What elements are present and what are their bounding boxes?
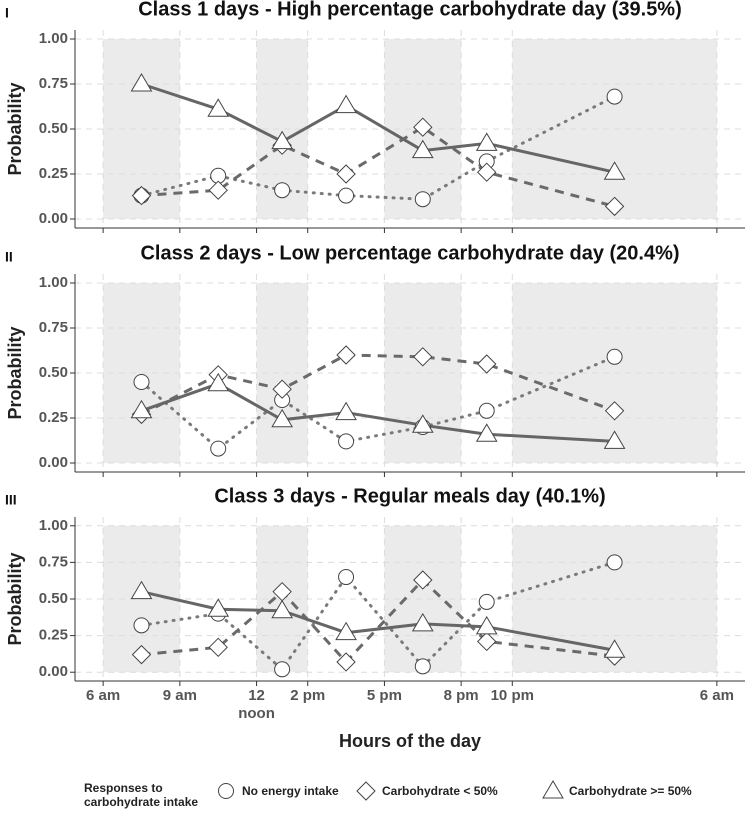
x-tick-label: 8 pm — [443, 687, 479, 704]
point — [603, 639, 626, 658]
y-tick-label: 1.00 — [39, 274, 68, 291]
y-tick-label: 0.75 — [39, 75, 68, 92]
point — [272, 379, 292, 399]
point — [207, 98, 230, 117]
legend-title: Responses to — [84, 781, 163, 795]
x-tick-label: 9 am — [162, 687, 197, 704]
legend-marker — [218, 783, 234, 799]
point — [606, 88, 623, 105]
point — [603, 430, 626, 449]
x-axis-title: Hours of the day — [339, 731, 481, 751]
point — [131, 644, 152, 665]
point — [411, 139, 434, 159]
y-tick-label: 1.00 — [39, 30, 68, 47]
point — [603, 161, 626, 180]
y-axis-title: Probability — [5, 82, 25, 175]
point — [411, 612, 434, 632]
point — [606, 348, 623, 365]
x-tick-label: 10 pm — [490, 687, 534, 704]
point — [478, 593, 495, 610]
panel-label: II — [5, 249, 13, 265]
point — [210, 440, 227, 457]
y-tick-label: 0.75 — [39, 319, 68, 336]
point — [271, 408, 294, 428]
point — [130, 580, 153, 600]
point — [208, 637, 228, 658]
point — [338, 433, 355, 450]
y-tick-label: 0.25 — [39, 165, 68, 182]
point — [336, 652, 356, 672]
point — [604, 401, 625, 421]
panel-label: I — [5, 5, 9, 21]
point — [335, 94, 357, 114]
point — [336, 345, 356, 365]
legend-marker — [542, 780, 564, 799]
point — [604, 196, 625, 217]
point — [207, 598, 230, 617]
point — [338, 187, 355, 204]
point — [413, 117, 433, 137]
x-tick-label: 5 pm — [366, 687, 402, 704]
x-tick-label: 6 am — [699, 687, 734, 704]
y-tick-label: 0.00 — [39, 210, 68, 227]
y-tick-label: 0.25 — [39, 627, 68, 644]
point — [414, 191, 431, 208]
legend-label: Carbohydrate < 50% — [382, 784, 498, 798]
point — [414, 658, 431, 675]
point — [335, 621, 357, 641]
point — [207, 372, 230, 392]
y-tick-label: 0.75 — [39, 553, 68, 570]
legend-label: Carbohydrate >= 50% — [569, 784, 692, 798]
legend-title: carbohydrate intake — [84, 795, 198, 809]
point — [606, 554, 623, 571]
x-tick-label: 2 pm — [290, 687, 326, 704]
point — [130, 399, 153, 419]
point — [413, 347, 433, 367]
legend-label: No energy intake — [242, 784, 339, 798]
point — [338, 569, 355, 586]
point — [271, 130, 294, 150]
y-axis-title: Probability — [5, 326, 25, 419]
y-tick-label: 0.25 — [39, 409, 68, 426]
point — [133, 374, 150, 390]
y-axis-title: Probability — [5, 552, 25, 645]
x-tick-label: 12 noon — [238, 687, 275, 722]
panel-title: Class 3 days - Regular meals day (40.1%) — [214, 485, 605, 507]
y-tick-label: 1.00 — [39, 517, 68, 534]
point — [335, 401, 357, 421]
point — [208, 180, 228, 200]
panel-label: III — [5, 492, 17, 508]
legend-item: Carbohydrate >= 50% — [542, 780, 692, 799]
point — [133, 617, 150, 634]
point — [130, 73, 153, 92]
y-tick-label: 0.50 — [39, 120, 68, 137]
legend-marker — [356, 781, 376, 801]
point — [475, 615, 498, 635]
point — [411, 414, 434, 433]
point — [475, 132, 498, 151]
point — [131, 185, 152, 206]
point — [336, 164, 356, 184]
point — [477, 162, 497, 182]
y-tick-label: 0.50 — [39, 364, 68, 381]
y-tick-label: 0.00 — [39, 454, 68, 471]
panel-title: Class 1 days - High percentage carbohydr… — [138, 0, 682, 20]
point — [274, 182, 291, 199]
point — [478, 402, 495, 419]
point — [477, 354, 497, 374]
point — [475, 423, 498, 442]
point — [274, 661, 291, 678]
legend-item: No energy intake — [218, 783, 339, 799]
point — [413, 570, 433, 590]
x-tick-label: 6 am — [86, 687, 121, 704]
y-tick-label: 0.50 — [39, 590, 68, 607]
y-tick-label: 0.00 — [39, 663, 68, 680]
point — [477, 631, 497, 652]
legend-item: Carbohydrate < 50% — [356, 781, 498, 801]
point — [271, 599, 294, 619]
panel-title: Class 2 days - Low percentage carbohydra… — [140, 242, 679, 264]
